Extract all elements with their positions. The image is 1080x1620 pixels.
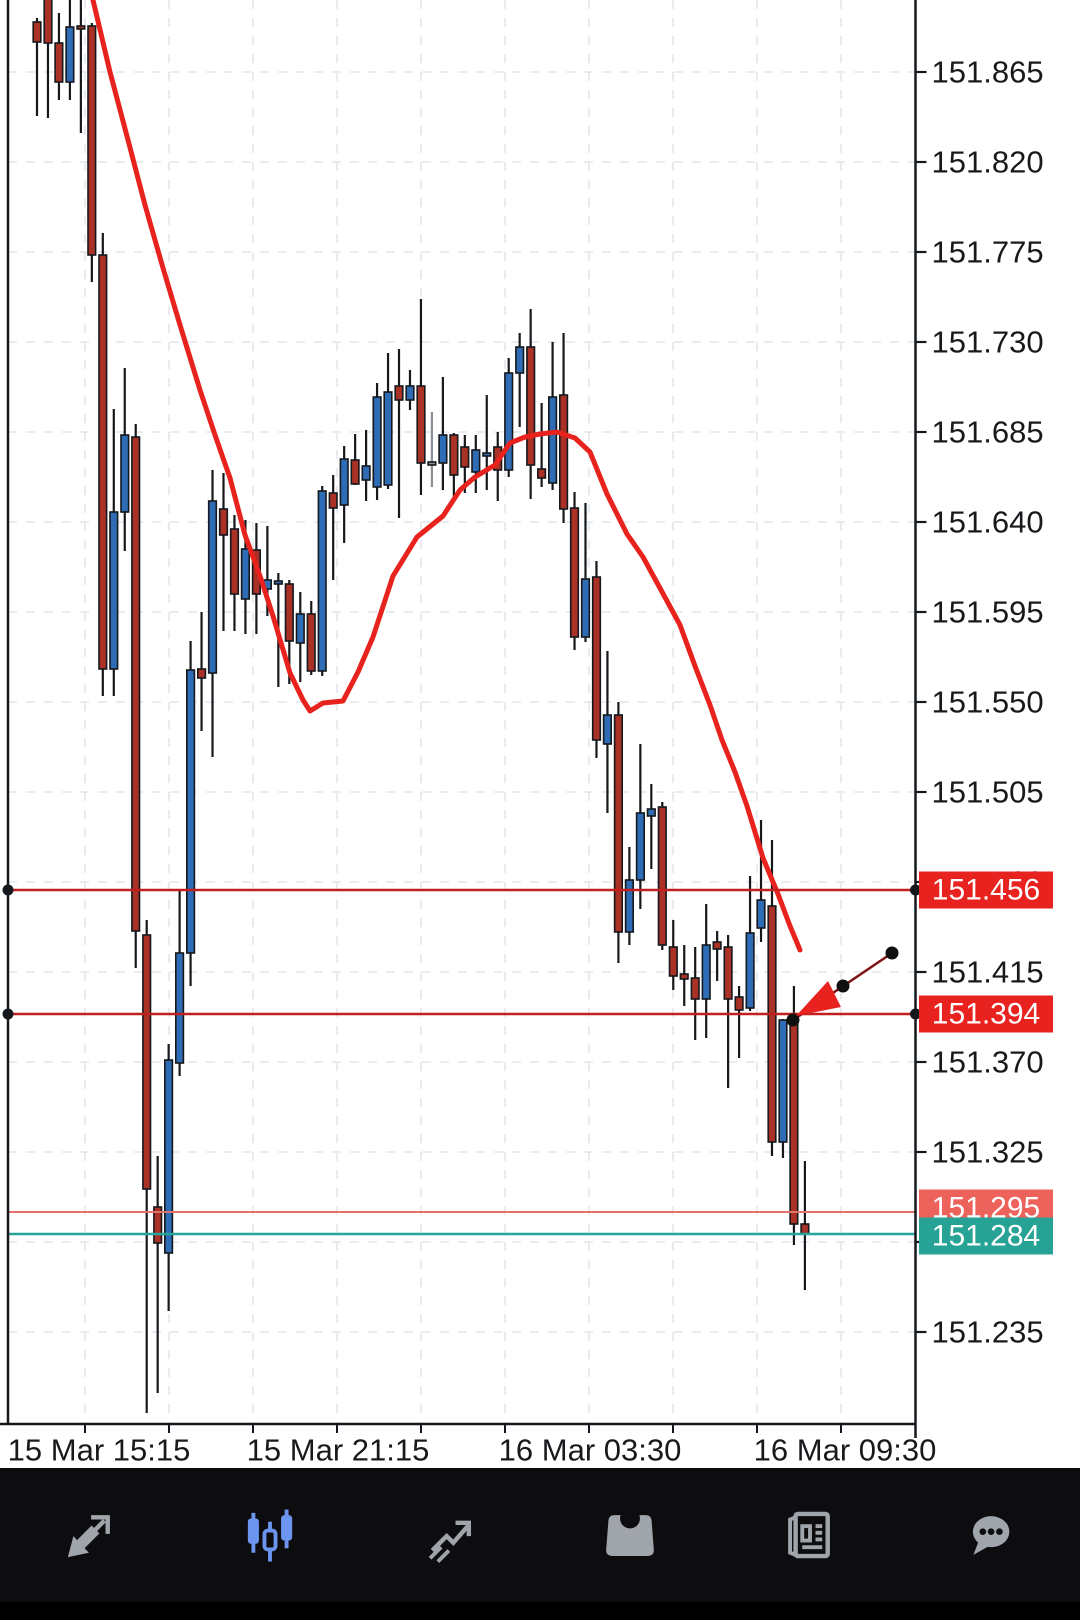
quotes-button[interactable] — [0, 1468, 180, 1602]
svg-text:151.775: 151.775 — [932, 235, 1044, 270]
svg-text:151.595: 151.595 — [932, 595, 1044, 630]
svg-text:15 Mar 21:15: 15 Mar 21:15 — [247, 1433, 430, 1468]
svg-text:151.284: 151.284 — [932, 1220, 1040, 1253]
charts-button[interactable] — [180, 1468, 360, 1602]
svg-text:151.730: 151.730 — [932, 325, 1044, 360]
inbox-icon — [599, 1504, 661, 1566]
moving-average-line — [90, 0, 803, 953]
arrow-annotation[interactable] — [796, 981, 841, 1016]
svg-text:151.550: 151.550 — [932, 685, 1044, 720]
quotes-arrows-icon — [59, 1504, 121, 1566]
svg-text:151.415: 151.415 — [932, 955, 1044, 990]
svg-text:151.820: 151.820 — [932, 145, 1044, 180]
svg-text:15 Mar 15:15: 15 Mar 15:15 — [8, 1433, 191, 1468]
gesture-strip — [0, 1602, 1080, 1620]
svg-text:151.325: 151.325 — [932, 1135, 1044, 1170]
svg-text:151.865: 151.865 — [932, 55, 1044, 90]
grid — [8, 0, 916, 1424]
chart-canvas[interactable]: 151.865 151.820 151.775 151.730 151.685 151.6… — [0, 0, 1080, 1468]
candlestick-chart-icon — [239, 1504, 301, 1566]
newspaper-icon — [779, 1504, 841, 1566]
svg-text:151.640: 151.640 — [932, 505, 1044, 540]
bottom-toolbar — [0, 1468, 1080, 1602]
svg-text:151.394: 151.394 — [932, 998, 1040, 1031]
time-axis: 15 Mar 15:15 15 Mar 21:15 16 Mar 03:30 16 M… — [8, 1433, 937, 1468]
svg-text:151.456: 151.456 — [932, 874, 1040, 907]
svg-text:16 Mar 03:30: 16 Mar 03:30 — [499, 1433, 682, 1468]
trade-button[interactable] — [360, 1468, 540, 1602]
history-button[interactable] — [540, 1468, 720, 1602]
trend-line-icon — [419, 1504, 481, 1566]
messages-button[interactable] — [900, 1468, 1080, 1602]
chat-bubble-icon — [959, 1504, 1021, 1566]
svg-text:16 Mar 09:30: 16 Mar 09:30 — [754, 1433, 937, 1468]
svg-text:151.685: 151.685 — [932, 415, 1044, 450]
candles — [32, 0, 810, 1413]
svg-text:151.235: 151.235 — [932, 1315, 1044, 1350]
svg-text:151.370: 151.370 — [932, 1045, 1044, 1080]
news-button[interactable] — [720, 1468, 900, 1602]
svg-text:151.505: 151.505 — [932, 775, 1044, 810]
